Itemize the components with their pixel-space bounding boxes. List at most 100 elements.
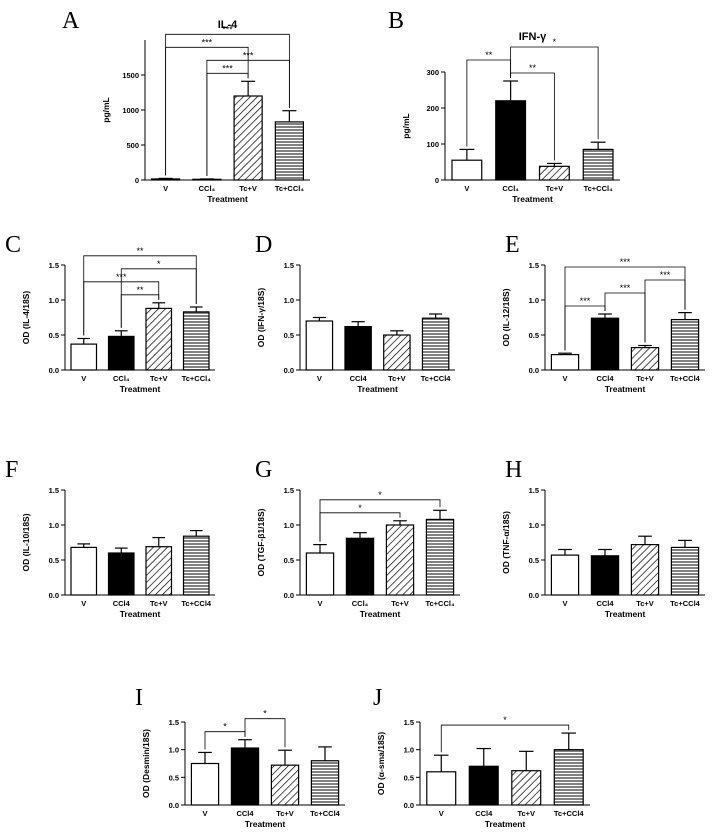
x-tick-label: V: [439, 809, 444, 818]
x-tick-label: Tc+V: [150, 599, 168, 608]
x-tick-label: V: [81, 374, 86, 383]
x-axis-label: Treatment: [207, 194, 248, 204]
panel: H OD (TNF-α/18S) 0.0 0.5 1.0 1.5 V CCl4 Tc+V Tc+C…: [501, 457, 705, 619]
bar: [550, 354, 580, 371]
y-tick-label: 1.5: [404, 718, 414, 727]
x-tick-label: Tc+CCl₄: [182, 374, 211, 383]
x-tick-label: V: [202, 809, 207, 818]
x-tick-label: Tc+CCl₄: [584, 184, 613, 193]
bar: [344, 326, 372, 371]
x-tick-label: CCl4: [350, 374, 368, 383]
x-tick-label: Tc+CCl₄: [425, 599, 454, 608]
bar: [70, 546, 98, 596]
y-tick-label: 0.0: [49, 591, 59, 600]
bar: [182, 311, 210, 371]
y-tick-label: 200: [426, 104, 439, 113]
panel: B IFN-γ pg/mL 0 100 200 300 V CCl₄ Tc+V Tc+CCl₄ Tre…: [388, 8, 620, 204]
y-tick-label: 500: [126, 141, 139, 150]
bar: [145, 546, 173, 596]
x-tick-label: Tc+V: [546, 184, 564, 193]
bar: [582, 148, 614, 181]
y-axis-label: OD (α-sma/18S): [376, 732, 386, 795]
bar: [192, 178, 222, 181]
x-tick-label: CCl4: [596, 374, 614, 383]
x-tick-label: Tc+CCl4: [181, 599, 211, 608]
y-tick-label: 1.5: [529, 486, 539, 495]
y-tick-label: 1.5: [49, 486, 59, 495]
significance-bracket: [165, 33, 290, 176]
bar: [190, 762, 220, 806]
x-tick-label: V: [317, 374, 322, 383]
panel-letter: H: [505, 457, 522, 483]
panel-letter: B: [388, 8, 404, 34]
significance-label: *: [378, 490, 382, 500]
y-axis-label: OD (TNF-α/18S): [501, 511, 511, 574]
x-tick-label: CCl₄: [199, 184, 216, 193]
panel: J OD (α-sma/18S) 0.0 0.5 1.0 1.5 V CCl4 Tc+V Tc+C…: [373, 685, 590, 829]
significance-label: *: [223, 722, 227, 732]
y-tick-label: 100: [426, 140, 439, 149]
y-tick-label: 0.5: [49, 331, 59, 340]
y-tick-label: 0.5: [529, 331, 539, 340]
panel-letter: I: [135, 685, 143, 711]
y-tick-label: 1.0: [284, 296, 294, 305]
significance-label: ***: [620, 257, 631, 267]
y-tick-label: 1.0: [404, 746, 414, 755]
panel-letter: F: [5, 457, 18, 483]
bar: [421, 317, 450, 371]
y-tick-label: 1.0: [49, 521, 59, 530]
x-axis-label: Treatment: [120, 609, 161, 619]
x-tick-label: CCl₄: [352, 599, 369, 608]
x-axis-label: Treatment: [485, 819, 526, 827]
significance-label: *: [358, 503, 362, 513]
y-tick-label: 1.5: [529, 261, 539, 270]
bar: [550, 554, 580, 596]
panel: C OD (IL-4/18S) 0.0 0.5 1.0 1.5 V CCl₄ Tc+V Tc+CC…: [5, 232, 215, 394]
y-tick-label: 0.5: [529, 556, 539, 565]
bar: [310, 760, 340, 806]
x-tick-label: Tc+CCl4: [670, 374, 700, 383]
significance-bracket: [319, 499, 441, 542]
bar: [425, 518, 455, 596]
significance-label: **: [485, 50, 493, 60]
panel: A IL-4 pg/mL 0 500 1000 1500 V CCl₄ Tc+V Tc+CCl₄ Tr…: [62, 8, 310, 204]
bar: [182, 535, 210, 596]
panel: G OD (TGF-β1/18S) 0.0 0.5 1.0 1.5 V CCl₄ Tc+V Tc+…: [255, 457, 460, 619]
x-tick-label: Tc+V: [276, 809, 294, 818]
y-tick-label: 1000: [122, 106, 139, 115]
bar: [553, 749, 584, 806]
x-axis-label: Treatment: [357, 384, 398, 394]
x-tick-label: CCl₄: [502, 184, 519, 193]
panel: F OD (IL-10/18S) 0.0 0.5 1.0 1.5 V CCl4 Tc+V Tc+C…: [5, 457, 215, 619]
significance-label: *: [157, 259, 161, 269]
panel: E OD (IL-12/18S) 0.0 0.5 1.0 1.5 V CCl4 Tc+V Tc+C…: [501, 232, 705, 394]
significance-label: **: [529, 63, 537, 73]
significance-label: *: [503, 715, 507, 725]
bar: [495, 100, 527, 181]
significance-label: ***: [202, 37, 213, 47]
x-tick-label: Tc+V: [239, 184, 257, 193]
x-axis-label: Treatment: [120, 384, 161, 394]
x-tick-label: V: [562, 599, 567, 608]
y-axis-label: OD (Desmin/18S): [141, 729, 151, 798]
bar: [70, 343, 98, 371]
bar: [468, 765, 499, 806]
y-tick-label: 0.5: [169, 773, 179, 782]
chart-title: IFN-γ: [519, 31, 547, 43]
y-tick-label: 300: [426, 68, 439, 77]
bar: [383, 334, 411, 371]
x-tick-label: V: [163, 184, 168, 193]
bar: [511, 770, 542, 806]
panel-letter: C: [5, 232, 21, 258]
significance-label: ***: [620, 283, 631, 293]
significance-label: ***: [222, 63, 233, 73]
bar: [538, 165, 570, 181]
significance-label: ***: [660, 270, 671, 280]
significance-bracket: [440, 724, 570, 753]
x-tick-label: Tc+V: [517, 809, 535, 818]
y-tick-label: 0: [435, 176, 439, 185]
bar: [451, 159, 483, 181]
y-axis-label: OD (TGF-β1/18S): [256, 508, 266, 576]
bar: [145, 307, 173, 371]
